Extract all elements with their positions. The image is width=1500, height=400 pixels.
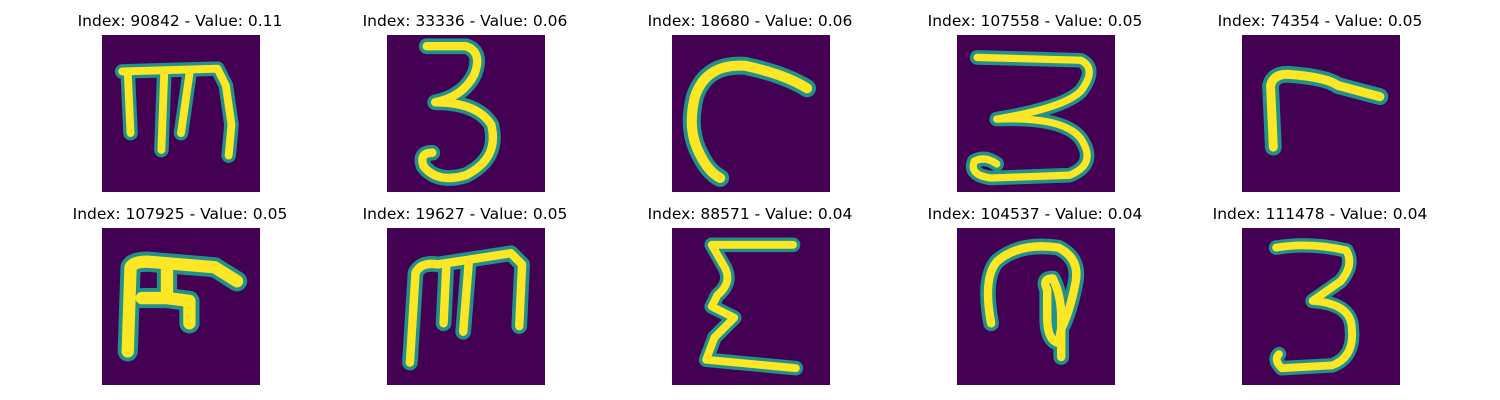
panel-9: Index: 104537 - Value: 0.04 <box>885 193 1185 385</box>
loop-shape-glyph <box>980 238 1085 365</box>
panel-title: Index: 18680 - Value: 0.06 <box>647 12 853 30</box>
three-bar-shape-glyph <box>965 50 1097 186</box>
panel-title: Index: 104537 - Value: 0.04 <box>927 205 1143 223</box>
glyph-image <box>1242 35 1400 192</box>
m-shape-2-glyph <box>402 245 530 371</box>
panel-8: Index: 88571 - Value: 0.04 <box>600 193 900 385</box>
panel-title: Index: 88571 - Value: 0.04 <box>647 205 853 223</box>
sigma-shape-glyph <box>698 237 804 376</box>
three-shape-2-glyph <box>1268 238 1360 376</box>
glyph-image <box>102 228 260 385</box>
hook-shape-glyph <box>682 56 817 187</box>
panel-title: Index: 90842 - Value: 0.11 <box>77 12 283 30</box>
panel-title: Index: 74354 - Value: 0.05 <box>1217 12 1423 30</box>
panel-4: Index: 107558 - Value: 0.05 <box>885 0 1185 192</box>
panel-5: Index: 74354 - Value: 0.05 <box>1170 0 1470 192</box>
panel-2: Index: 33336 - Value: 0.06 <box>315 0 615 192</box>
glyph-image <box>957 228 1115 385</box>
glyph-image <box>672 35 830 192</box>
glyph-image <box>387 35 545 192</box>
glyph-image <box>1242 228 1400 385</box>
panel-title: Index: 107558 - Value: 0.05 <box>927 12 1143 30</box>
panel-title: Index: 107925 - Value: 0.05 <box>72 205 288 223</box>
panel-7: Index: 19627 - Value: 0.05 <box>315 193 615 385</box>
panel-10: Index: 111478 - Value: 0.04 <box>1170 193 1470 385</box>
panel-title: Index: 33336 - Value: 0.06 <box>362 12 568 30</box>
glyph-image <box>957 35 1115 192</box>
fork-shape-glyph <box>117 251 248 362</box>
three-shape-glyph <box>414 38 501 186</box>
glyph-image <box>102 35 260 192</box>
panel-title: Index: 19627 - Value: 0.05 <box>362 205 568 223</box>
panel-title: Index: 111478 - Value: 0.04 <box>1212 205 1428 223</box>
m-shape-glyph <box>114 61 239 163</box>
glyph-image <box>672 228 830 385</box>
panel-3: Index: 18680 - Value: 0.06 <box>600 0 900 192</box>
r-shape-glyph <box>1262 65 1389 156</box>
panel-6: Index: 107925 - Value: 0.05 <box>30 193 330 385</box>
panel-1: Index: 90842 - Value: 0.11 <box>30 0 330 192</box>
glyph-image <box>387 228 545 385</box>
